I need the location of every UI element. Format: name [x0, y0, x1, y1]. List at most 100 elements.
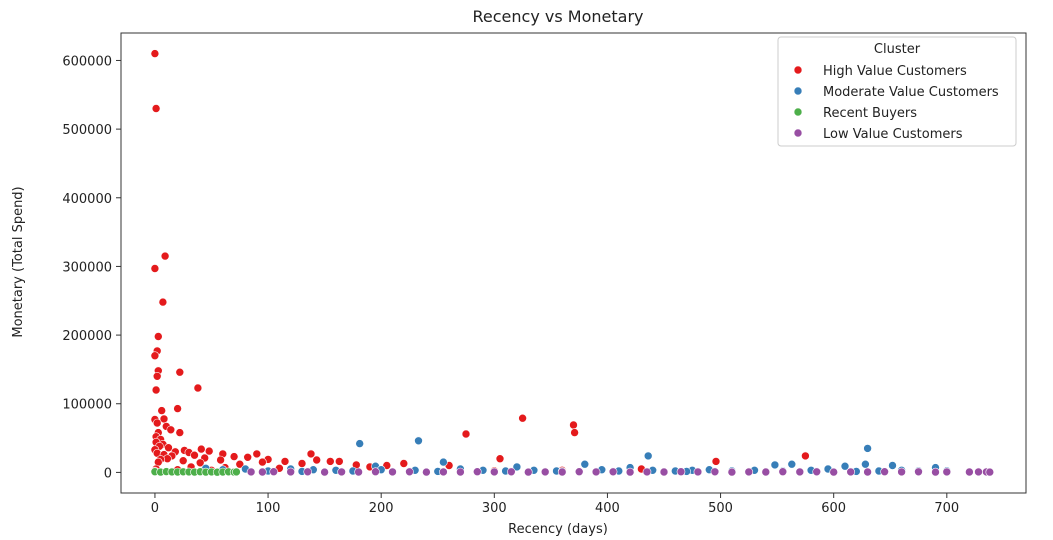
data-point: [591, 467, 601, 477]
data-point: [152, 371, 162, 381]
data-point: [190, 450, 199, 460]
data-point: [439, 467, 448, 477]
plot-frame: [120, 32, 1027, 494]
legend-entry-label: Moderate Value Customers: [823, 85, 999, 100]
data-point: [727, 467, 737, 477]
data-point: [150, 351, 160, 361]
data-point: [569, 420, 578, 430]
data-point: [461, 429, 471, 439]
data-point: [297, 459, 307, 468]
data-point: [643, 451, 653, 461]
data-point: [495, 454, 505, 464]
legend-marker: [793, 86, 803, 96]
data-point: [787, 459, 797, 469]
data-point: [306, 449, 316, 459]
data-point: [914, 467, 923, 477]
data-point: [150, 49, 160, 58]
data-point: [355, 439, 365, 448]
data-point: [863, 467, 872, 477]
data-point: [405, 467, 414, 477]
data-point: [151, 385, 161, 395]
data-point: [846, 467, 856, 477]
data-point: [744, 467, 754, 477]
data-point: [608, 467, 618, 477]
y-tick-label: 200000: [62, 329, 112, 344]
data-point: [286, 467, 296, 477]
legend-title: Cluster: [874, 42, 921, 57]
chart-title: Recency vs Monetary: [473, 7, 644, 26]
data-point: [258, 467, 267, 477]
data-point: [974, 467, 983, 477]
data-point: [861, 459, 870, 469]
legend-entry-label: Low Value Customers: [823, 127, 963, 142]
data-point: [232, 467, 241, 477]
data-point: [795, 467, 805, 477]
data-point: [303, 467, 313, 477]
data-point: [320, 467, 329, 477]
data-point: [388, 467, 397, 477]
data-point: [489, 467, 499, 477]
data-point: [164, 443, 173, 453]
data-point: [422, 467, 431, 477]
data-point: [659, 467, 669, 477]
data-point: [711, 457, 721, 466]
y-axis-label: Monetary (Total Spend): [11, 186, 26, 337]
data-point: [693, 467, 703, 477]
data-point: [570, 428, 579, 437]
data-point: [580, 459, 590, 469]
y-tick-label: 400000: [62, 192, 112, 207]
data-point: [269, 467, 279, 477]
x-tick-label: 300: [482, 501, 507, 516]
data-point: [175, 428, 185, 437]
y-tick-label: 600000: [62, 54, 112, 69]
x-tick-label: 200: [369, 501, 394, 516]
data-point: [540, 467, 550, 477]
data-point: [506, 467, 516, 477]
data-point: [243, 452, 252, 462]
x-tick-label: 100: [256, 501, 281, 516]
data-point: [337, 467, 346, 477]
data-point: [197, 444, 206, 454]
legend-entry-label: High Value Customers: [823, 64, 967, 79]
data-point: [160, 251, 170, 261]
data-point: [246, 467, 256, 477]
x-tick-label: 700: [934, 501, 959, 516]
legend-entry-label: Recent Buyers: [823, 106, 917, 121]
data-point: [178, 456, 188, 466]
data-point: [399, 459, 409, 468]
data-point: [931, 467, 940, 477]
data-point: [472, 467, 482, 477]
data-point: [812, 467, 822, 477]
data-point: [173, 404, 182, 413]
legend-marker: [793, 128, 803, 138]
data-point: [252, 449, 262, 459]
data-point: [195, 458, 205, 468]
data-point: [216, 455, 225, 465]
data-point: [557, 467, 567, 477]
x-tick-label: 400: [595, 501, 620, 516]
data-point: [158, 297, 168, 307]
data-point: [235, 459, 245, 469]
legend-marker: [793, 107, 803, 117]
data-point: [414, 436, 423, 446]
data-point: [512, 462, 522, 472]
x-tick-label: 0: [151, 501, 159, 516]
data-point: [193, 383, 203, 393]
data-point: [456, 467, 465, 477]
y-axis-ticks: 0 100000 200000 300000 400000 500000 600000: [62, 54, 121, 481]
x-tick-label: 600: [821, 501, 846, 516]
data-point: [150, 264, 160, 273]
data-point: [863, 444, 872, 453]
data-point: [154, 332, 163, 341]
data-point: [829, 467, 839, 477]
data-point: [152, 418, 162, 428]
data-point: [312, 455, 322, 465]
legend-box: [777, 36, 1017, 147]
data-point: [229, 452, 239, 461]
data-point: [840, 461, 850, 471]
data-point: [770, 460, 780, 470]
data-point: [778, 467, 788, 477]
data-point: [942, 467, 952, 477]
data-point: [523, 467, 533, 477]
